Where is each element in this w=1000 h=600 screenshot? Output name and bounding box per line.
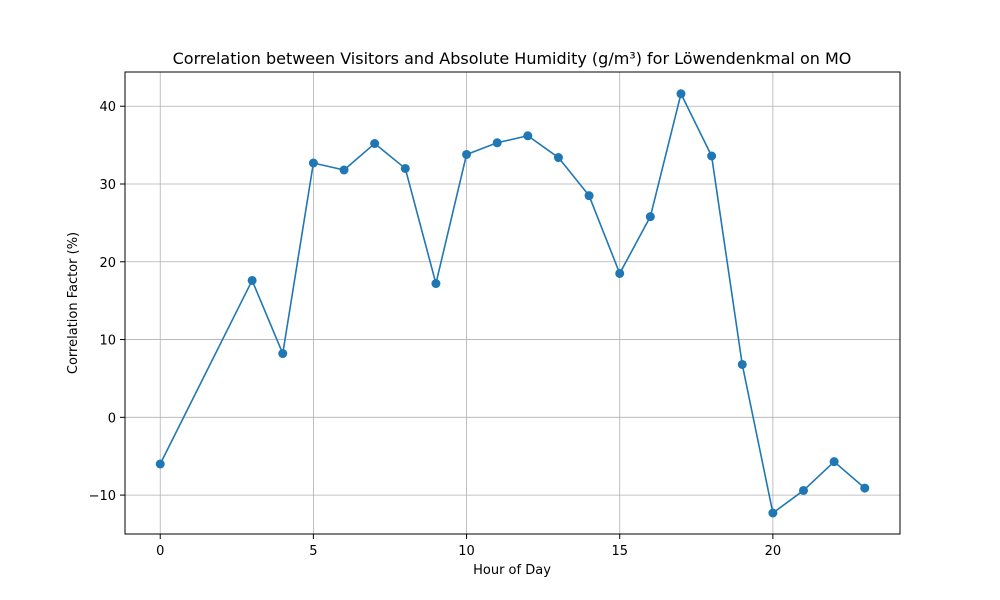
data-point — [308, 158, 318, 168]
data-point — [707, 151, 717, 161]
x-tick-label: 10 — [458, 544, 475, 559]
data-point — [645, 212, 655, 222]
y-tick-label: 20 — [99, 256, 116, 271]
y-tick-label: −10 — [89, 489, 116, 504]
data-point — [462, 149, 472, 159]
data-point — [860, 483, 870, 493]
y-tick-label: 0 — [108, 411, 116, 426]
y-tick-label: 10 — [99, 334, 116, 349]
data-point — [492, 138, 502, 148]
data-point — [584, 191, 594, 201]
grid-lines — [125, 72, 900, 534]
x-tick-label: 5 — [309, 544, 317, 559]
series-layer — [155, 89, 870, 518]
data-point — [676, 89, 686, 99]
data-point — [431, 279, 441, 289]
axis-ticks: 0 5 10 15 20 −10 0 10 20 30 40 — [89, 100, 782, 559]
data-point — [247, 275, 257, 285]
data-point — [339, 165, 349, 175]
plot-frame — [124, 71, 901, 535]
data-point — [278, 349, 288, 359]
x-axis-title: Hour of Day — [473, 563, 551, 578]
x-tick-label: 15 — [611, 544, 628, 559]
data-point — [370, 139, 380, 149]
y-tick-label: 40 — [99, 100, 116, 115]
data-point — [799, 485, 809, 495]
data-point — [553, 153, 563, 163]
data-point — [155, 459, 165, 469]
data-point — [615, 268, 625, 278]
y-axis-title: Correlation Factor (%) — [66, 232, 81, 374]
y-tick-label: 30 — [99, 178, 116, 193]
series-line — [159, 92, 866, 514]
data-point — [768, 508, 778, 518]
data-point — [737, 359, 747, 369]
data-point — [829, 457, 839, 467]
data-point — [400, 163, 410, 173]
x-tick-label: 20 — [765, 544, 782, 559]
chart-title: Correlation between Visitors and Absolut… — [173, 49, 852, 68]
data-point — [523, 131, 533, 141]
x-tick-label: 0 — [156, 544, 164, 559]
